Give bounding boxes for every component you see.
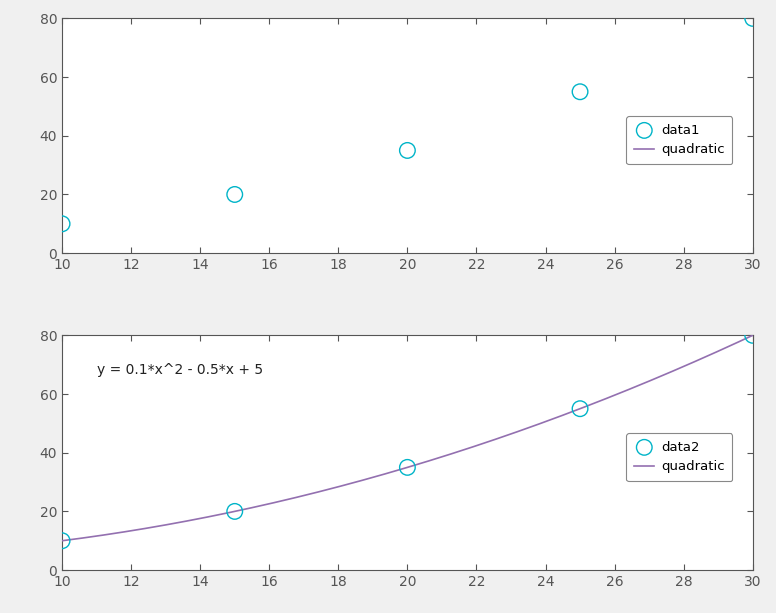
data1 [747,13,759,23]
quadratic [390,468,399,475]
data1 [56,219,68,229]
data2 [56,536,68,546]
quadratic [732,340,741,347]
quadratic [386,469,395,476]
data2 [747,330,759,340]
data1 [228,189,241,199]
Text: y = 0.1*x^2 - 0.5*x + 5: y = 0.1*x^2 - 0.5*x + 5 [96,364,263,378]
data2 [574,404,587,414]
Legend: data2, quadratic: data2, quadratic [626,433,733,481]
quadratic [623,386,632,394]
quadratic [469,443,478,451]
data1 [401,145,414,155]
Line: quadratic: quadratic [62,335,753,541]
data2 [228,506,241,516]
quadratic [431,455,441,462]
quadratic [748,332,757,339]
Legend: data1, quadratic: data1, quadratic [626,116,733,164]
data1 [574,87,587,97]
quadratic [57,537,67,544]
data2 [401,462,414,472]
